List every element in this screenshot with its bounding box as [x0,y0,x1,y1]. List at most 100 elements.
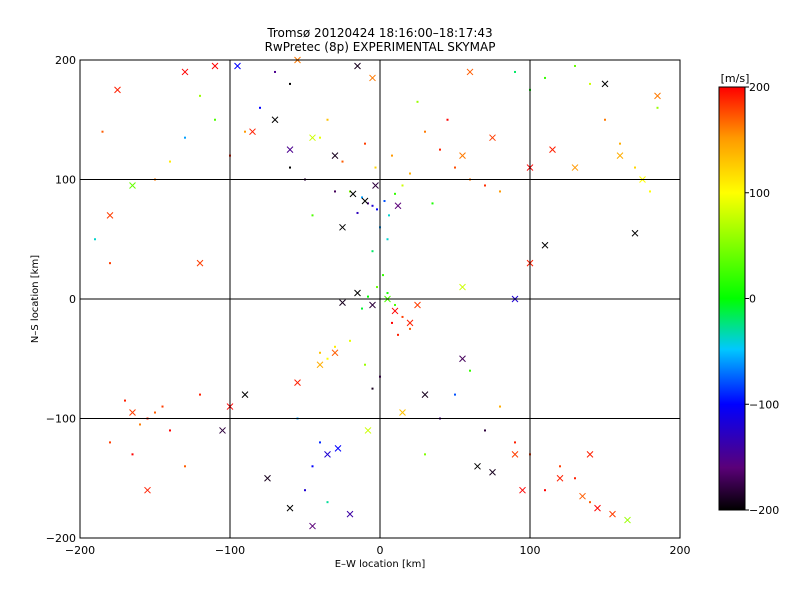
dot-marker-point [401,184,404,187]
x-marker-point [624,516,631,524]
dot-marker-point [169,429,171,432]
x-marker-point [556,474,564,482]
x-marker-point [369,301,376,309]
x-marker-point [549,146,556,153]
dot-marker-point [371,250,374,253]
x-marker-point [421,391,429,398]
colorbar-ticks: 200 100 0 −100 −200 [745,81,779,517]
x-marker-point [519,486,526,494]
dot-marker-point [124,399,126,402]
dot-marker-point [334,345,336,348]
x-marker-point [219,427,226,434]
x-marker-point [286,146,294,153]
dot-marker-point [199,94,201,97]
dot-marker-point [439,148,441,151]
x-marker-point [609,510,616,518]
dot-marker-point [154,411,156,414]
dot-marker-point [311,465,314,468]
dot-marker-point [214,118,216,121]
x-marker-point [241,391,249,398]
x-marker-point [474,462,481,470]
y-tick-label: 0 [69,293,76,306]
colorbar-tick-label: 100 [749,187,770,200]
dot-marker-point [259,106,261,109]
dot-marker-point [656,106,659,109]
x-marker-point [631,229,639,237]
x-marker-point [249,128,256,136]
dot-marker-point [319,136,321,139]
dot-marker-point [383,200,386,203]
colorbar [718,86,746,511]
x-marker-point [211,62,219,70]
x-marker-point [309,522,316,530]
dot-marker-point [376,286,378,289]
dot-marker-point [386,238,389,241]
dot-marker-point [574,477,576,480]
dot-marker-point [544,489,546,492]
x-marker-point [316,361,324,369]
x-marker-point [144,486,151,494]
x-marker-point [489,134,496,142]
dot-marker-point [109,441,111,444]
dot-marker-point [131,453,134,456]
x-marker-point [294,379,301,387]
dot-marker-point [424,453,426,456]
y-tick-label: 100 [55,174,76,187]
dot-marker-point [341,160,344,163]
y-axis-label: N–S location [km] [30,255,41,343]
dot-marker-point [431,202,434,205]
x-marker-point [114,86,121,94]
dot-marker-point [161,405,164,408]
x-marker-point [361,197,369,205]
dot-marker-point [376,208,378,211]
x-axis-label: E–W location [km] [335,559,426,570]
dot-marker-point [409,327,411,330]
dot-marker-point [289,82,291,85]
axis-ticks: −200 −100 0 100 200 −200 −100 0 100 200 [46,54,691,557]
dot-marker-point [469,369,471,372]
x-marker-point [594,504,601,512]
x-marker-point [489,468,496,476]
grid-lines [80,60,680,538]
dot-marker-point [397,333,399,336]
dot-marker-point [199,393,201,396]
x-marker-point [349,190,357,198]
dot-marker-point [139,423,141,426]
dot-marker-point [446,118,449,121]
dot-marker-point [349,339,351,342]
x-marker-point [181,68,189,76]
x-marker-point [346,510,354,518]
dot-marker-point [326,357,329,360]
y-tick-label: −100 [46,413,76,426]
x-marker-point [579,492,586,500]
dot-marker-point [514,441,516,444]
x-marker-point [459,283,466,291]
dot-marker-point [649,190,651,193]
dot-marker-point [326,118,329,121]
x-marker-point [129,182,136,189]
dot-marker-point [311,214,314,217]
dot-marker-point [391,321,393,324]
dot-marker-point [388,214,390,217]
y-tick-label: 200 [55,54,76,67]
chart-title: Tromsø 20120424 18:16:00–18:17:43 [266,26,492,40]
dot-marker-point [394,192,396,195]
chart-subtitle: RwPretec (8p) EXPERIMENTAL SKYMAP [265,40,496,54]
dot-marker-point [382,274,384,277]
dot-marker-point [319,441,321,444]
colorbar-label: [m/s] [721,72,750,85]
x-marker-point [459,355,466,363]
dot-marker-point [424,130,426,133]
x-marker-point [414,301,421,309]
x-marker-point [364,427,372,434]
x-tick-label: −200 [65,544,95,557]
dot-marker-point [101,130,104,133]
dot-marker-point [371,387,374,390]
dot-marker-point [499,405,501,408]
x-marker-point [399,409,406,416]
x-marker-point [334,445,342,452]
dot-marker-point [484,184,486,187]
x-tick-label: −100 [215,544,245,557]
x-marker-point [106,211,114,219]
